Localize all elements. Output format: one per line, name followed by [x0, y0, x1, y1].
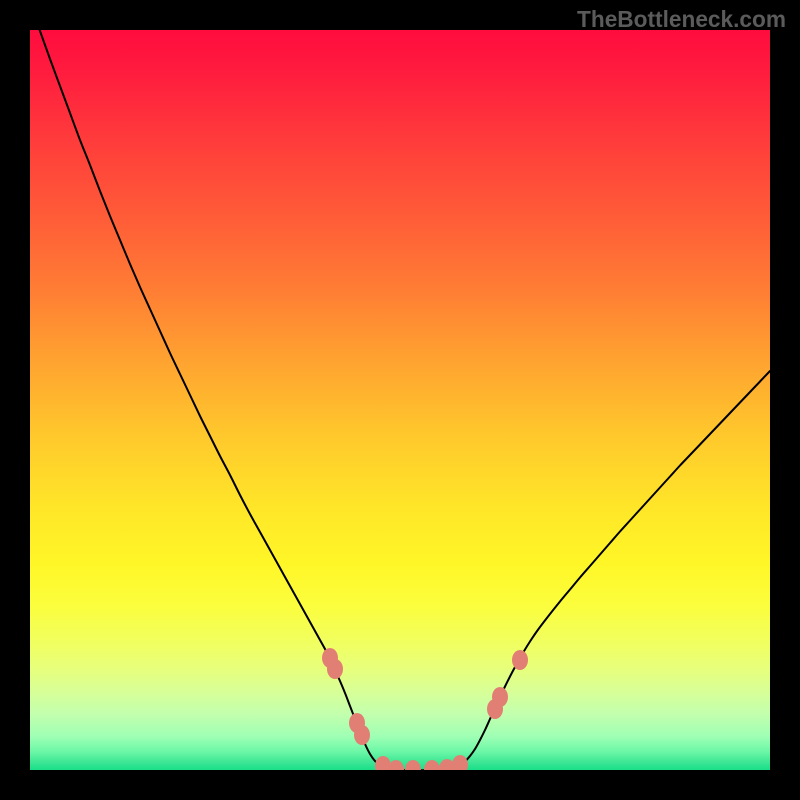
watermark-text: TheBottleneck.com: [577, 6, 786, 33]
bottleneck-curve-chart: [0, 0, 800, 800]
curve-marker: [492, 687, 508, 707]
curve-marker: [327, 659, 343, 679]
curve-marker: [512, 650, 528, 670]
curve-marker: [354, 725, 370, 745]
chart-stage: TheBottleneck.com: [0, 0, 800, 800]
gradient-plot-area: [30, 30, 770, 770]
